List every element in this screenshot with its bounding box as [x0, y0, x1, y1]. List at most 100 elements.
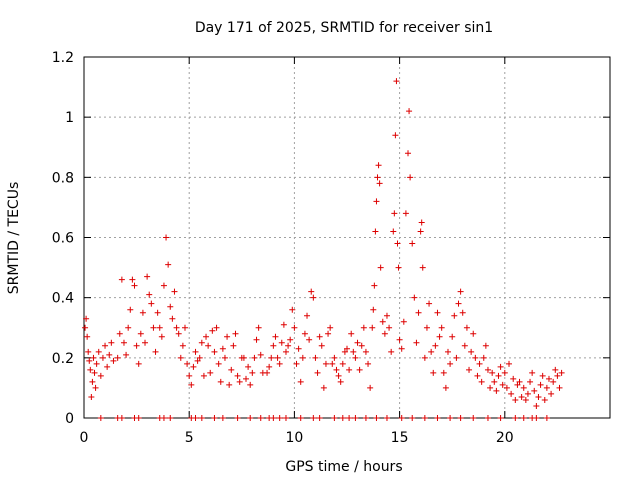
data-point [108, 339, 115, 346]
data-point [381, 330, 388, 337]
data-point [92, 384, 99, 391]
data-point [480, 354, 487, 361]
data-point [398, 415, 405, 421]
data-points [82, 78, 565, 421]
data-point [400, 318, 407, 325]
data-point [415, 309, 422, 316]
data-point [388, 348, 395, 355]
y-tick-label: 0.4 [52, 291, 74, 307]
data-point [331, 415, 338, 421]
data-point [372, 228, 379, 235]
data-point [104, 363, 111, 370]
data-point [86, 357, 93, 364]
data-point [255, 324, 262, 331]
data-point [177, 354, 184, 361]
tick-labels: 0 0.2 0.4 0.6 0.8 1 1.2 0 5 10 15 20 [52, 50, 514, 446]
data-point [295, 345, 302, 352]
data-point [270, 342, 277, 349]
data-point [520, 384, 527, 391]
data-point [205, 342, 212, 349]
data-point [171, 288, 178, 295]
data-point [173, 324, 180, 331]
data-point [472, 354, 479, 361]
data-point [169, 315, 176, 322]
data-point [198, 339, 205, 346]
data-point [371, 282, 378, 289]
data-point [386, 324, 393, 331]
y-tick-label: 0.2 [52, 351, 74, 367]
data-point [395, 264, 402, 271]
data-point [457, 415, 464, 421]
data-point [247, 381, 254, 388]
data-point [535, 393, 542, 400]
data-point [245, 363, 252, 370]
data-point [529, 369, 536, 376]
data-point [194, 357, 201, 364]
data-point [297, 378, 304, 385]
data-point [106, 351, 113, 358]
data-point [90, 354, 97, 361]
data-point [102, 342, 109, 349]
data-point [209, 327, 216, 334]
data-point [150, 324, 157, 331]
data-point [127, 306, 134, 313]
data-point [543, 384, 550, 391]
data-point [419, 264, 426, 271]
data-point [512, 396, 519, 403]
y-tick-label: 1 [65, 110, 74, 126]
data-point [306, 336, 313, 343]
data-point [131, 282, 138, 289]
y-tick-label: 1.2 [52, 50, 74, 66]
data-point [499, 381, 506, 388]
data-point [522, 396, 529, 403]
data-point [514, 381, 521, 388]
data-point [200, 372, 207, 379]
data-point [247, 415, 254, 421]
chart-title: Day 171 of 2025, SRMTID for receiver sin… [195, 20, 493, 36]
data-point [451, 312, 458, 319]
data-point [203, 333, 210, 340]
axis-ticks [83, 56, 610, 419]
data-point [276, 415, 283, 421]
data-point [531, 387, 538, 394]
data-point [352, 415, 359, 421]
data-point [123, 351, 130, 358]
grid-lines [84, 57, 610, 418]
data-point [196, 354, 203, 361]
data-point [289, 306, 296, 313]
data-point [163, 234, 170, 241]
data-point [476, 360, 483, 367]
data-point [87, 366, 94, 373]
data-point [226, 381, 233, 388]
data-point [348, 330, 355, 337]
data-point [280, 321, 287, 328]
data-point [362, 348, 369, 355]
data-point [393, 78, 400, 85]
data-point [533, 415, 540, 421]
data-point [409, 415, 416, 421]
data-point [418, 219, 425, 226]
data-point [219, 415, 226, 421]
data-point [468, 348, 475, 355]
data-point [282, 348, 289, 355]
data-point [192, 348, 199, 355]
data-point [198, 415, 205, 421]
data-point [432, 342, 439, 349]
data-point [118, 415, 125, 421]
data-point [457, 288, 464, 295]
data-point [407, 174, 414, 181]
data-point [167, 303, 174, 310]
data-point [375, 162, 382, 169]
data-point [417, 228, 424, 235]
data-point [484, 366, 491, 373]
data-point [320, 384, 327, 391]
data-point [316, 333, 323, 340]
data-point [99, 354, 106, 361]
data-point [444, 348, 451, 355]
data-point [116, 330, 123, 337]
data-point [545, 375, 552, 382]
data-point [478, 378, 485, 385]
data-point [541, 396, 548, 403]
data-point [411, 294, 418, 301]
